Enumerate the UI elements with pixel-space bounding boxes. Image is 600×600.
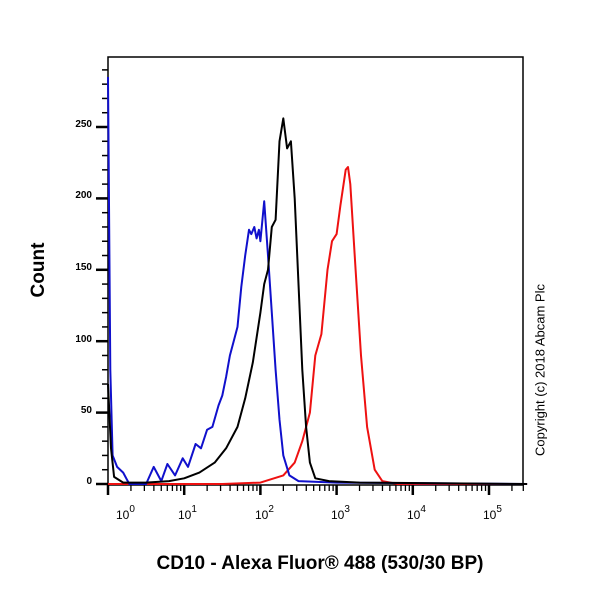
y-tick-label: 200 xyxy=(75,190,92,201)
x-tick-label: 103 xyxy=(331,504,350,522)
x-tick-label: 101 xyxy=(178,504,197,522)
y-tick-label: 150 xyxy=(75,262,92,273)
x-tick-label: 102 xyxy=(255,504,274,522)
y-tick-label: 50 xyxy=(80,405,92,416)
red-histogram-line xyxy=(108,166,528,485)
y-tick-label: 100 xyxy=(75,334,92,345)
blue-histogram-line xyxy=(107,76,528,485)
x-tick-label: 104 xyxy=(407,504,426,522)
x-tick-label: 105 xyxy=(483,504,502,522)
y-axis-label: Count xyxy=(28,242,49,298)
y-tick-label: 0 xyxy=(86,476,92,487)
axes xyxy=(96,69,524,495)
black-histogram-line xyxy=(107,117,528,485)
series-group xyxy=(107,76,528,485)
copyright-annotation: Copyright (c) 2018 Abcam Plc xyxy=(532,284,548,456)
y-tick-label: 250 xyxy=(75,119,92,130)
x-tick-label: 100 xyxy=(116,504,135,522)
plot-frame xyxy=(107,56,524,486)
x-axis-label: CD10 - Alexa Fluor® 488 (530/30 BP) xyxy=(156,553,484,574)
